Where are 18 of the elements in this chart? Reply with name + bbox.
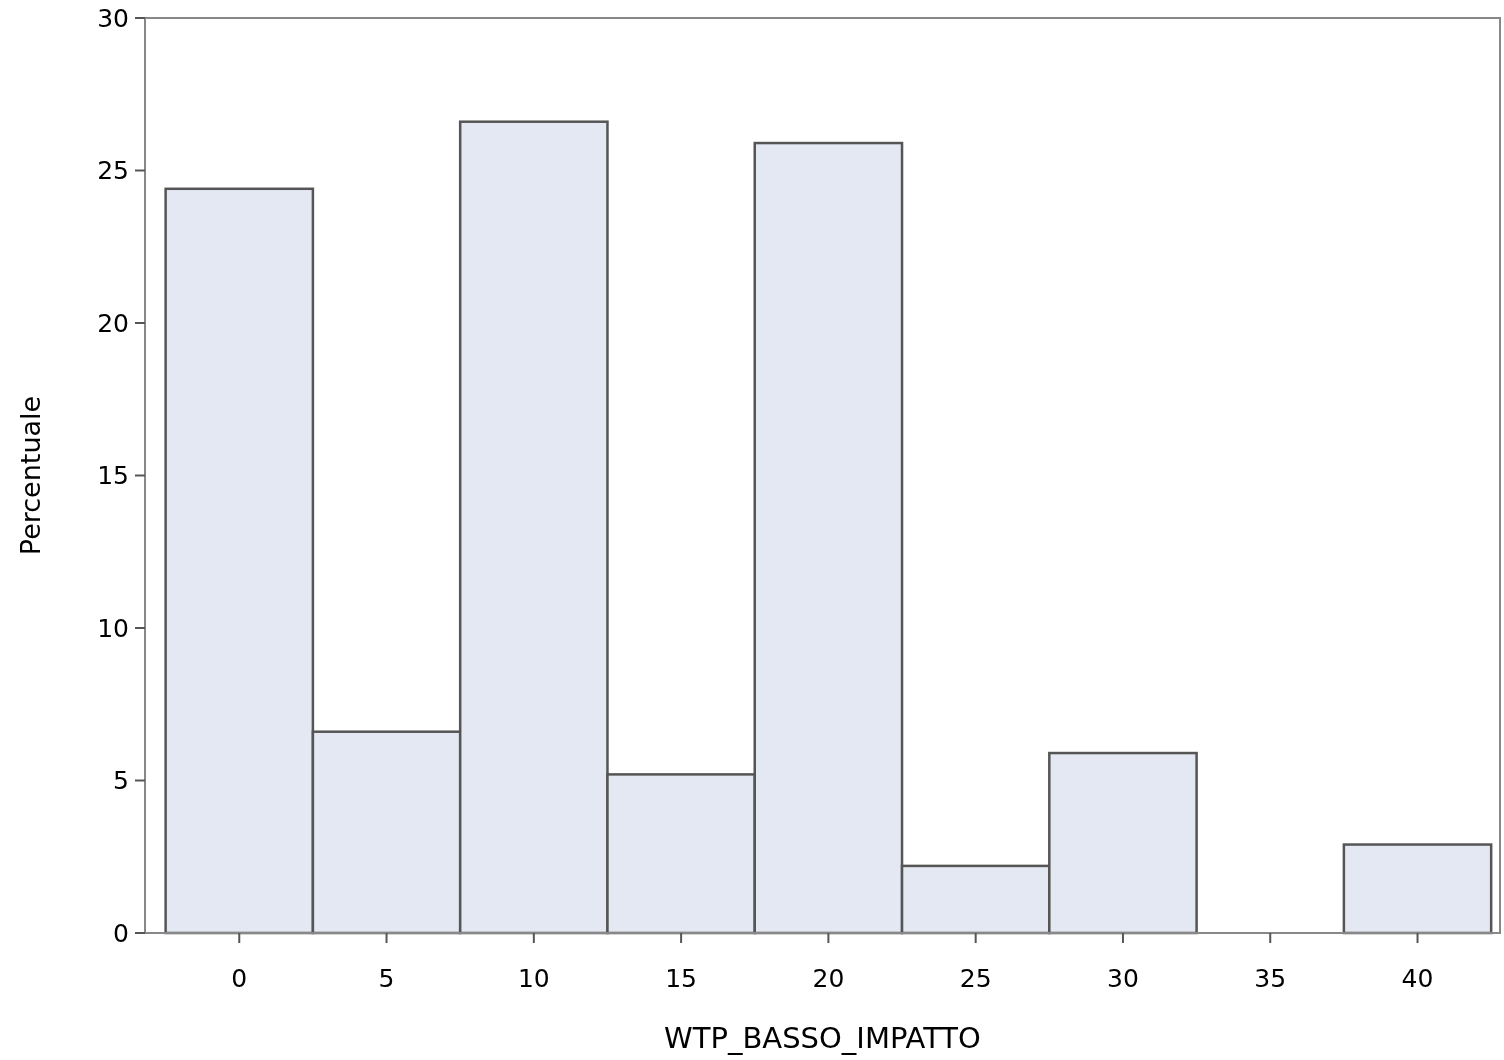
y-tick-label: 0 (113, 918, 129, 948)
x-tick-label: 30 (1107, 964, 1139, 993)
y-tick-label: 5 (113, 766, 129, 796)
y-tick-label: 25 (97, 156, 129, 186)
x-tick-label: 20 (812, 964, 845, 993)
x-tick-label: 10 (517, 964, 550, 993)
x-tick-label: 25 (959, 964, 992, 993)
x-tick-label: 0 (231, 964, 248, 993)
y-tick-label: 20 (97, 308, 129, 338)
x-axis-title: WTP_BASSO_IMPATTO (664, 1021, 981, 1055)
y-axis-title: Percentuale (15, 395, 46, 556)
x-tick-label: 5 (378, 964, 395, 993)
x-tick-label: 35 (1254, 964, 1287, 993)
y-tick-label: 30 (97, 3, 129, 33)
x-tick-label: 40 (1401, 964, 1434, 993)
y-tick-label: 10 (97, 613, 129, 643)
x-tick-label: 15 (665, 964, 698, 993)
y-tick-label: 15 (97, 461, 129, 491)
